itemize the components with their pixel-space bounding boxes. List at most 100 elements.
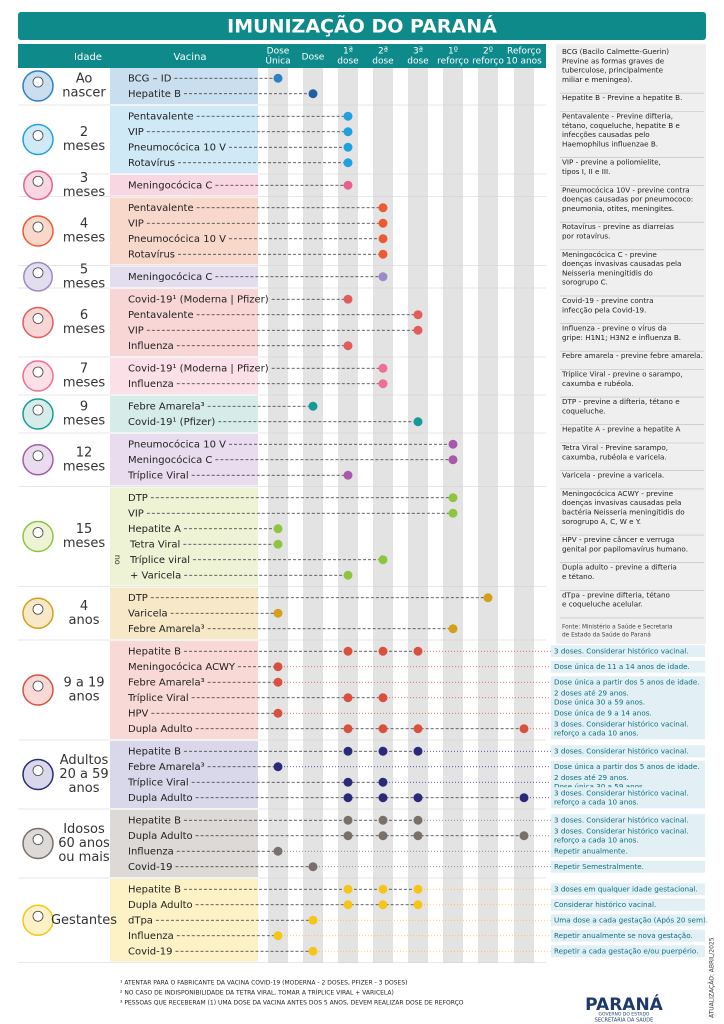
header-bar (18, 44, 546, 68)
age-label: meses (63, 414, 105, 429)
vaccine-name: Influenza (128, 341, 174, 352)
age-icon-head (32, 450, 44, 462)
dose-dot (413, 310, 423, 320)
description-text: sorogrupo A, C, W e Y. (562, 517, 641, 526)
footnote: ¹ ATENTAR PARA O FABRICANTE DA VACINA CO… (120, 980, 408, 987)
logo-gov: GOVERNO DO ESTADO (599, 1012, 650, 1018)
dose-dot (378, 203, 388, 213)
description-text: Rotavírus - previne as diarreias (562, 222, 674, 231)
title-bar (18, 12, 706, 40)
note-text: Repetir a cada gestação e/ou puerpério. (554, 946, 699, 955)
dose-dot (343, 777, 353, 787)
dose-dot (413, 724, 423, 734)
vaccine-name: Tetra Viral (129, 539, 180, 550)
description-text: Influenza - previne o vírus da (562, 324, 667, 333)
vaccine-name: Influenza (128, 379, 174, 390)
vaccine-name: BCG – ID (128, 73, 172, 84)
dose-dot (448, 508, 458, 518)
note-bg (551, 760, 705, 773)
description-text: caxumba e rubéola. (562, 379, 634, 388)
vaccine-group-bg (110, 487, 258, 586)
vaccine-name: VIP (128, 127, 144, 138)
dose-dot (343, 693, 353, 703)
description-text: Haemophilus influenzae B. (562, 139, 658, 148)
note-bg (551, 718, 705, 740)
description-text: Covid-19 - previne contra (562, 296, 654, 305)
dose-dot (343, 900, 353, 910)
age-label: Ao (76, 72, 93, 87)
dose-dot (273, 73, 283, 83)
description-text: por rotavírus. (562, 232, 610, 241)
description-text: miliar e meningea). (562, 75, 632, 84)
dose-dot (343, 111, 353, 121)
note-text: reforço a cada 10 anos. (554, 728, 639, 737)
age-icon-head (32, 366, 44, 378)
age-label: 60 anos (58, 836, 110, 851)
vaccine-name: Febre Amarela³ (128, 401, 205, 412)
note-text: 2 doses até 29 anos. (554, 688, 629, 697)
description-text: Hepatite A - previne a hepatite A (562, 425, 680, 434)
description-text: e coqueluche acelular. (562, 600, 643, 609)
vaccine-name: VIP (128, 218, 144, 229)
dose-dot (378, 831, 388, 841)
note-bg (551, 676, 705, 689)
dose-dot (343, 341, 353, 351)
vaccine-name: Meningocócica C (128, 271, 212, 283)
description-text: Dupla adulto - previne a difteria (562, 563, 677, 572)
dose-header: reforço (472, 57, 504, 67)
age-icon-head (32, 910, 44, 922)
age-label: 6 (80, 308, 88, 323)
description-text: Meningocócica C - previne (562, 250, 657, 259)
description-text: infecções causadas pelo (562, 130, 650, 139)
description-text: DTP - previne a difteria, tétano e (562, 397, 680, 406)
vaccine-group-bg (110, 289, 258, 356)
age-label: anos (69, 690, 100, 705)
footnote: ³ PESSOAS QUE RECEBERAM (1) UMA DOSE DA … (120, 1000, 464, 1007)
age-label: meses (63, 276, 105, 291)
note-bg (551, 914, 705, 927)
updated: ATUALIZAÇÃO: ABRIL/2025 (709, 937, 716, 1018)
vaccine-name: Tríplice Viral (127, 776, 189, 788)
vaccine-name: Influenza (128, 931, 174, 942)
note-text: Repetir anualmente. (554, 846, 628, 855)
vaccine-name: Tríplice viral (129, 554, 190, 566)
note-bg (551, 929, 705, 942)
vaccine-name: Covid-19¹ (Moderna | Pfizer) (128, 294, 269, 305)
vaccine-group-bg (110, 810, 258, 877)
vaccine-group-bg (110, 396, 258, 432)
description-text: dTpa - previne difteria, tétano (562, 590, 670, 599)
vaccine-name: + Varicela (130, 570, 181, 581)
dose-dot (448, 455, 458, 465)
note-bg (551, 883, 705, 896)
dose-header: dose (407, 57, 429, 67)
dose-header: dose (372, 57, 394, 67)
vaccine-name: Pentavalente (128, 310, 194, 321)
note-bg (551, 707, 705, 720)
dose-dot (378, 884, 388, 894)
dose-dot (378, 646, 388, 656)
age-label: 7 (80, 362, 88, 377)
vaccine-name: Covid-19 (128, 862, 172, 873)
age-label: Gestantes (51, 913, 117, 928)
dose-dot (343, 746, 353, 756)
age-label: 3 (80, 171, 88, 186)
dose-dot (273, 608, 283, 618)
vaccine-name: VIP (128, 508, 144, 519)
description-text: Febre amarela - previne febre amarela. (562, 351, 703, 360)
dose-dot (378, 555, 388, 565)
vaccine-name: Hepatite B (128, 89, 181, 100)
note-text: Dose única a partir dos 5 anos de idade. (554, 677, 700, 686)
vaccine-header: Vacina (174, 52, 207, 63)
vaccine-group-bg (110, 106, 258, 173)
age-label: 4 (80, 599, 88, 614)
dose-dot (448, 624, 458, 634)
description-text: gripe: H1N1; H3N2 e influenza B. (562, 333, 681, 342)
note-text: reforço a cada 10 anos. (554, 797, 639, 806)
dose-dot (308, 401, 318, 411)
dose-dot (343, 831, 353, 841)
note-text: 3 doses. Considerar histórico vacinal. (554, 719, 689, 728)
vaccine-name: Dupla Adulto (128, 724, 193, 735)
description-text: doenças causadas por pneumococo: (562, 195, 693, 204)
description-text: BCG (Bacilo Calmette-Guerin) (562, 47, 669, 56)
dose-header: dose (337, 57, 359, 67)
